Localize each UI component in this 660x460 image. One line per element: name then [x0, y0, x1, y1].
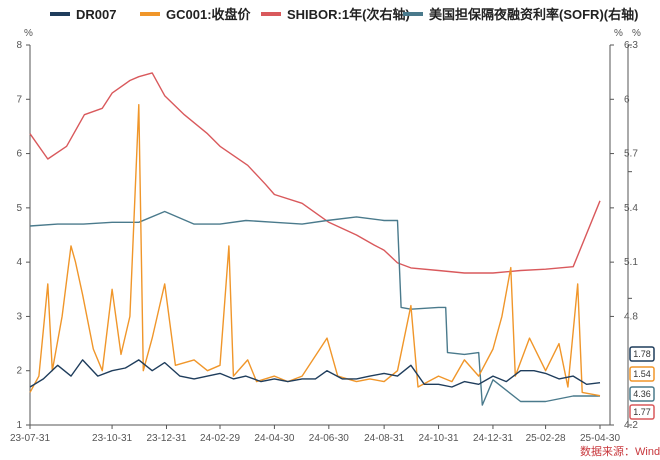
- series-line-2: [29, 72, 601, 274]
- right-axis-2-unit: %: [632, 28, 641, 39]
- legend-label-sofr: 美国担保隔夜融资利率(SOFR)(右轴): [429, 7, 638, 22]
- right1-tick-label: 4.8: [624, 311, 638, 322]
- x-tick-label: 23-10-31: [92, 433, 132, 444]
- left-axis-ticks: 1 2 3 4 5 6 7 8: [16, 40, 30, 431]
- legend-swatch-shibor: [261, 12, 281, 16]
- right-axis-1-unit: %: [614, 28, 623, 39]
- right-axis-2-ticks: [628, 44, 632, 426]
- right1-tick-label: 5.7: [624, 149, 638, 160]
- legend-swatch-dr007: [50, 12, 70, 16]
- left-tick-label: 3: [16, 311, 22, 322]
- end-badge-box: [629, 386, 655, 402]
- series-line-3: [29, 210, 600, 406]
- left-tick-label: 1: [16, 420, 22, 431]
- legend-item-shibor[interactable]: SHIBOR:1年(次右轴): [261, 7, 410, 22]
- left-tick-label: 4: [16, 257, 22, 268]
- x-tick-label: 23-12-31: [146, 433, 186, 444]
- series-layer: [29, 72, 601, 406]
- x-tick-label: 24-06-30: [309, 433, 349, 444]
- left-tick-label: 8: [16, 40, 22, 51]
- end-badge-label: 1.77: [633, 407, 651, 417]
- end-badge-label: 1.54: [633, 369, 651, 379]
- end-badge-box: [629, 366, 655, 382]
- x-tick-label: 24-12-31: [473, 433, 513, 444]
- end-badge-2: 4.36: [629, 386, 655, 402]
- end-badge-label: 4.36: [633, 389, 651, 399]
- legend-swatch-gc001: [140, 12, 160, 16]
- legend-item-gc001[interactable]: GC001:收盘价: [140, 7, 252, 22]
- left-axis-unit: %: [24, 28, 33, 39]
- end-badge-0: 1.78: [629, 346, 655, 362]
- legend-label-shibor: SHIBOR:1年(次右轴): [287, 7, 410, 22]
- source-note: 数据来源：Wind: [580, 444, 660, 458]
- end-value-badges: 1.78 1.54 4.36 1.77: [629, 346, 655, 420]
- legend-item-dr007[interactable]: DR007: [50, 7, 116, 22]
- legend-item-sofr[interactable]: 美国担保隔夜融资利率(SOFR)(右轴): [403, 7, 638, 22]
- right1-tick-label: 5.4: [624, 203, 638, 214]
- left-tick-label: 5: [16, 203, 22, 214]
- x-tick-label: 24-02-29: [200, 433, 240, 444]
- end-badge-1: 1.54: [629, 366, 655, 382]
- series-line-1: [29, 104, 601, 397]
- x-tick-label: 25-02-28: [526, 433, 566, 444]
- legend-label-dr007: DR007: [76, 7, 116, 22]
- legend-label-gc001: GC001:收盘价: [166, 7, 252, 22]
- left-tick-label: 7: [16, 94, 22, 105]
- end-badge-box: [629, 404, 655, 420]
- end-badge-box: [629, 346, 655, 362]
- x-axis-ticks: 23-07-31 23-10-31 23-12-31 24-02-29 24-04-30…: [10, 425, 620, 444]
- x-tick-label: 23-07-31: [10, 433, 50, 444]
- x-tick-label: 24-04-30: [254, 433, 294, 444]
- series-line-0: [29, 359, 601, 388]
- right1-tick-label: 5.1: [624, 257, 638, 268]
- end-badge-label: 1.78: [633, 349, 651, 359]
- x-tick-label: 25-04-30: [580, 433, 620, 444]
- left-tick-label: 6: [16, 149, 22, 160]
- legend: DR007 GC001:收盘价 SHIBOR:1年(次右轴) 美国担保隔夜融资利…: [50, 7, 638, 22]
- x-tick-label: 24-10-31: [419, 433, 459, 444]
- legend-swatch-sofr: [403, 12, 423, 16]
- x-tick-label: 24-08-31: [364, 433, 404, 444]
- left-tick-label: 2: [16, 366, 22, 377]
- end-badge-3: 1.77: [629, 404, 655, 420]
- right1-tick-label: 6: [624, 94, 630, 105]
